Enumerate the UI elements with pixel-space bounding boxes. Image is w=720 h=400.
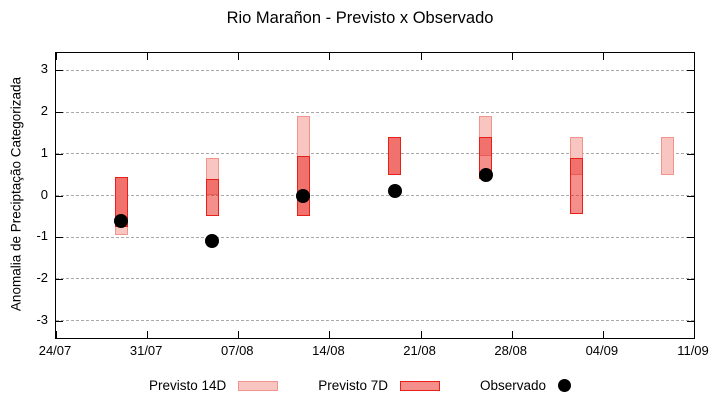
observed-dot: [387, 184, 402, 199]
x-tick-mark: [147, 331, 149, 338]
observed-dot: [296, 188, 311, 203]
legend: Previsto 14D Previsto 7D Observado: [0, 378, 720, 393]
legend-label-previsto-7d: Previsto 7D: [318, 378, 389, 393]
chart-title: Rio Marañon - Previsto x Observado: [226, 9, 494, 27]
gridline: [56, 236, 694, 238]
y-tick-mark: [687, 112, 694, 114]
legend-item-previsto-7d: Previsto 7D: [318, 378, 441, 393]
x-tick-label: 21/08: [403, 343, 436, 358]
y-tick-mark: [687, 70, 694, 72]
x-tick-mark: [602, 331, 604, 338]
y-tick-mark: [56, 237, 63, 239]
x-tick-mark: [329, 331, 331, 338]
y-tick-mark: [56, 278, 63, 280]
y-tick-label: 3: [40, 61, 48, 77]
gridline: [56, 278, 694, 280]
y-tick-mark: [687, 153, 694, 155]
forecast-bar-7d: [570, 157, 584, 215]
x-tick-mark: [56, 331, 57, 338]
y-tick-mark: [56, 195, 63, 197]
x-tick-mark: [694, 53, 695, 60]
forecast-bar-7d: [388, 137, 402, 175]
legend-label-previsto-14d: Previsto 14D: [148, 378, 227, 393]
observed-dot: [205, 234, 220, 249]
x-tick-label: 04/09: [585, 343, 619, 358]
forecast-bar-7d: [205, 178, 219, 217]
forecast-bar-14d: [661, 137, 675, 175]
x-tick-label: 28/08: [494, 343, 527, 358]
x-tick-mark: [511, 331, 513, 338]
y-tick-label: 2: [40, 103, 48, 119]
observed-dot: [114, 213, 129, 228]
y-tick-label: -3: [36, 311, 48, 327]
x-tick-mark: [694, 331, 695, 338]
observed-dot: [478, 167, 493, 182]
x-tick-mark: [329, 53, 331, 60]
legend-label-observado: Observado: [480, 378, 547, 393]
x-tick-label: 07/08: [221, 343, 254, 358]
x-tick-label: 14/08: [312, 343, 345, 358]
x-tick-mark: [56, 53, 57, 60]
gridline: [56, 320, 694, 322]
gridline: [56, 111, 694, 113]
gridline: [56, 153, 694, 155]
y-tick-label: 0: [40, 186, 48, 202]
legend-item-previsto-14d: Previsto 14D: [148, 378, 279, 393]
y-tick-label: -2: [36, 269, 48, 285]
y-tick-mark: [56, 320, 63, 322]
legend-swatch-14d-icon: [238, 380, 279, 391]
y-tick-label: 1: [40, 144, 48, 160]
y-tick-mark: [56, 70, 63, 72]
legend-swatch-7d-icon: [400, 380, 441, 391]
x-tick-mark: [147, 53, 149, 60]
gridline: [56, 195, 694, 196]
y-tick-mark: [56, 153, 63, 155]
x-tick-label: 24/07: [38, 343, 72, 358]
y-tick-mark: [56, 112, 63, 114]
plot-area: [55, 52, 695, 339]
x-tick-mark: [511, 53, 513, 60]
x-tick-mark: [238, 331, 240, 338]
legend-item-observado: Observado: [480, 378, 572, 393]
forecast-bar-7d: [296, 155, 310, 217]
y-tick-mark: [687, 278, 694, 280]
y-tick-mark: [687, 195, 694, 197]
x-tick-mark: [238, 53, 240, 60]
x-tick-mark: [420, 53, 422, 60]
y-tick-mark: [687, 237, 694, 239]
gridline: [56, 69, 694, 71]
x-tick-label: 31/07: [129, 343, 163, 358]
y-tick-label: -1: [36, 228, 48, 244]
legend-observed-dot-icon: [558, 379, 572, 392]
x-tick-mark: [420, 331, 422, 338]
y-tick-mark: [687, 320, 694, 322]
x-tick-label: 11/09: [677, 343, 709, 358]
x-tick-mark: [602, 53, 604, 60]
